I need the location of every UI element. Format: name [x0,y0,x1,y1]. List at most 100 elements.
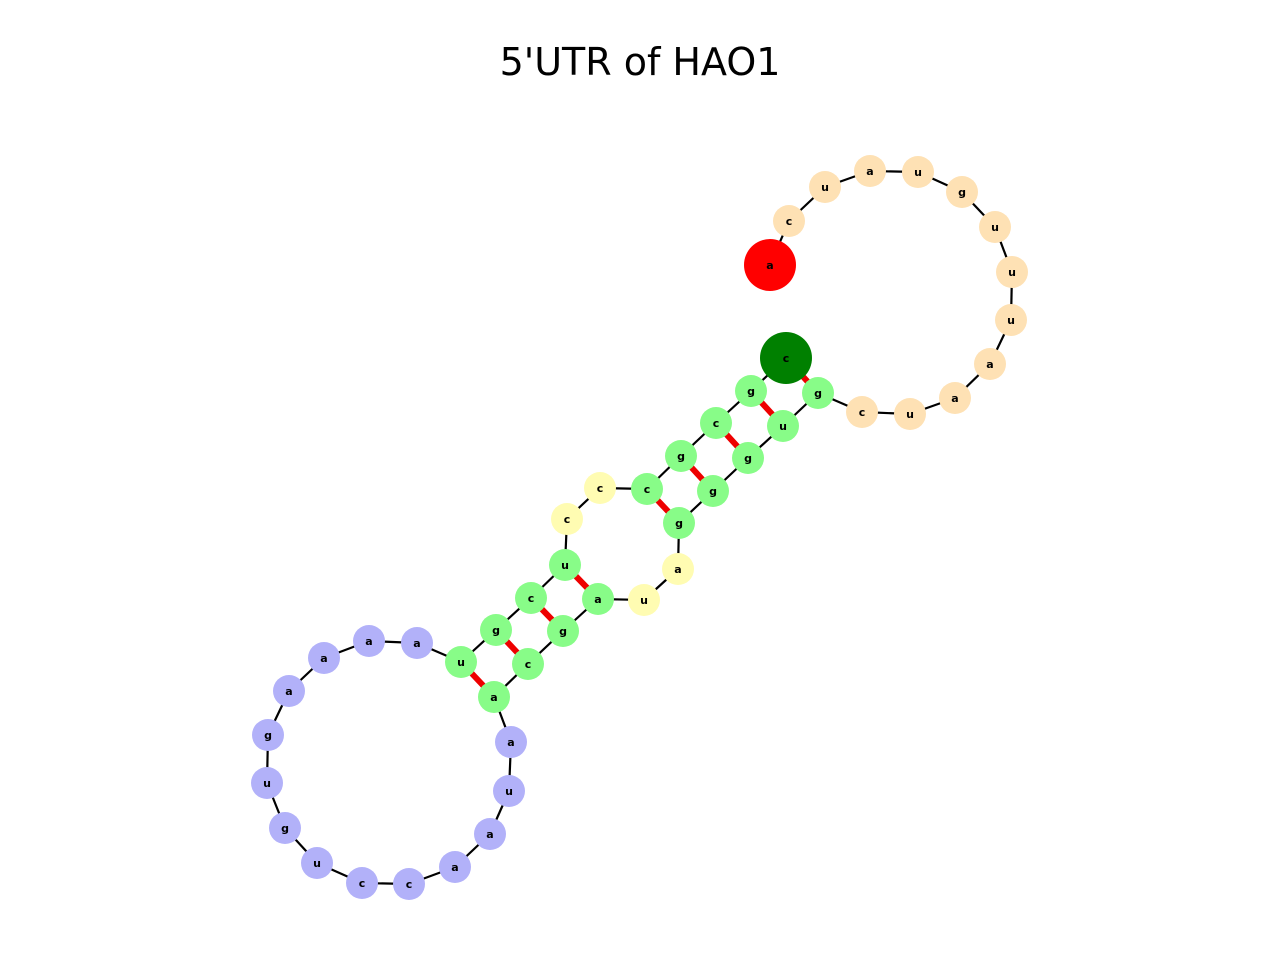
nucleotide-label: g [814,387,822,400]
nucleotide-stem: a [582,583,614,615]
nucleotide-hairpin: a [939,382,971,414]
nucleotide-circle [767,410,799,442]
nucleotide-circle [663,507,695,539]
nucleotide-label: c [859,406,866,419]
nucleotide-circle [301,847,333,879]
nucleotide-label: u [914,166,922,179]
nucleotide-multiloop: c [346,867,378,899]
nucleotide-circle [846,396,878,428]
nucleotide-circle [393,868,425,900]
nucleotide-circle [401,627,433,659]
nucleotide-hairpin: u [809,171,841,203]
nucleotide-label: u [313,857,321,870]
nucleotide-multiloop: u [251,767,283,799]
nucleotide-label: g [709,485,717,498]
nucleotide-hairpin: c [846,396,878,428]
nucleotide-stem: c [515,582,547,614]
nucleotide-end: c [760,332,812,384]
nucleotide-label: u [906,408,914,421]
nucleotide-hairpin: u [996,256,1028,288]
nucleotide-multiloop: a [401,627,433,659]
nucleotide-circle [697,475,729,507]
nucleotide-stem: g [665,440,697,472]
nucleotide-label: g [747,385,755,398]
nucleotide-hairpin: u [894,398,926,430]
diagram-title: 5'UTR of HAO1 [499,40,781,84]
nucleotide-label: a [951,392,958,405]
nucleotide-label: u [505,785,513,798]
nucleotide-label: c [713,417,720,430]
nucleotide-label: c [597,482,604,495]
nucleotide-label: c [359,877,366,890]
nucleotide-stem: u [549,549,581,581]
nucleotide-hairpin: u [995,304,1027,336]
nucleotide-stem: g [480,614,512,646]
nucleotide-label: g [675,517,683,530]
nucleotide-label: u [640,594,648,607]
nucleotide-label: u [779,420,787,433]
nucleotide-multiloop: g [269,812,301,844]
nucleotide-label: a [413,637,420,650]
nucleotide-circle [346,867,378,899]
nucleotide-label: u [263,777,271,790]
nucleotide-stem: u [445,646,477,678]
nucleotide-multiloop: a [495,726,527,758]
nucleotide-multiloop: a [439,851,471,883]
nucleotide-hairpin: a [854,155,886,187]
nucleotides: a c u a u g u u u a a u c g u g g g a u a g c a a u a a c c u g u g a a a a u g… [251,155,1028,900]
nucleotide-label: a [320,652,327,665]
nucleotide-label: c [525,658,532,671]
nucleotide-label: g [492,624,500,637]
nucleotide-circle [584,472,616,504]
nucleotide-label: a [486,828,493,841]
nucleotide-circle [939,382,971,414]
nucleotide-circle [902,156,934,188]
nucleotide-circle [631,473,663,505]
nucleotide-circle [809,171,841,203]
base-pair-bonds [458,355,821,700]
nucleotide-interior: c [551,503,583,535]
nucleotide-label: g [559,625,567,638]
nucleotide-label: a [766,259,773,272]
nucleotide-circle [353,625,385,657]
nucleotide-multiloop: a [273,675,305,707]
nucleotide-label: g [958,186,966,199]
nucleotide-label: a [507,736,514,749]
nucleotide-hairpin: a [974,348,1006,380]
nucleotide-stem: g [802,377,834,409]
nucleotide-label: a [986,358,993,371]
nucleotide-circle [551,503,583,535]
nucleotide-label: a [451,861,458,874]
nucleotide-hairpin: u [902,156,934,188]
nucleotide-circle [760,332,812,384]
nucleotide-label: u [1007,314,1015,327]
nucleotide-label: g [677,450,685,463]
nucleotide-circle [735,375,767,407]
nucleotide-multiloop: u [301,847,333,879]
nucleotide-circle [894,398,926,430]
nucleotide-label: g [744,452,752,465]
nucleotide-label: u [1008,266,1016,279]
nucleotide-circle [628,584,660,616]
nucleotide-multiloop: c [393,868,425,900]
nucleotide-circle [700,407,732,439]
nucleotide-stem: u [767,410,799,442]
nucleotide-circle [802,377,834,409]
nucleotide-circle [773,205,805,237]
nucleotide-multiloop: a [474,818,506,850]
nucleotide-circle [445,646,477,678]
nucleotide-circle [495,726,527,758]
nucleotide-label: a [490,691,497,704]
nucleotide-stem: a [478,681,510,713]
nucleotide-label: c [644,483,651,496]
nucleotide-start: a [744,239,796,291]
nucleotide-label: c [528,592,535,605]
nucleotide-circle [662,553,694,585]
nucleotide-multiloop: g [252,719,284,751]
nucleotide-circle [995,304,1027,336]
nucleotide-multiloop: a [308,642,340,674]
nucleotide-circle [547,615,579,647]
nucleotide-label: c [564,513,571,526]
nucleotide-circle [946,176,978,208]
